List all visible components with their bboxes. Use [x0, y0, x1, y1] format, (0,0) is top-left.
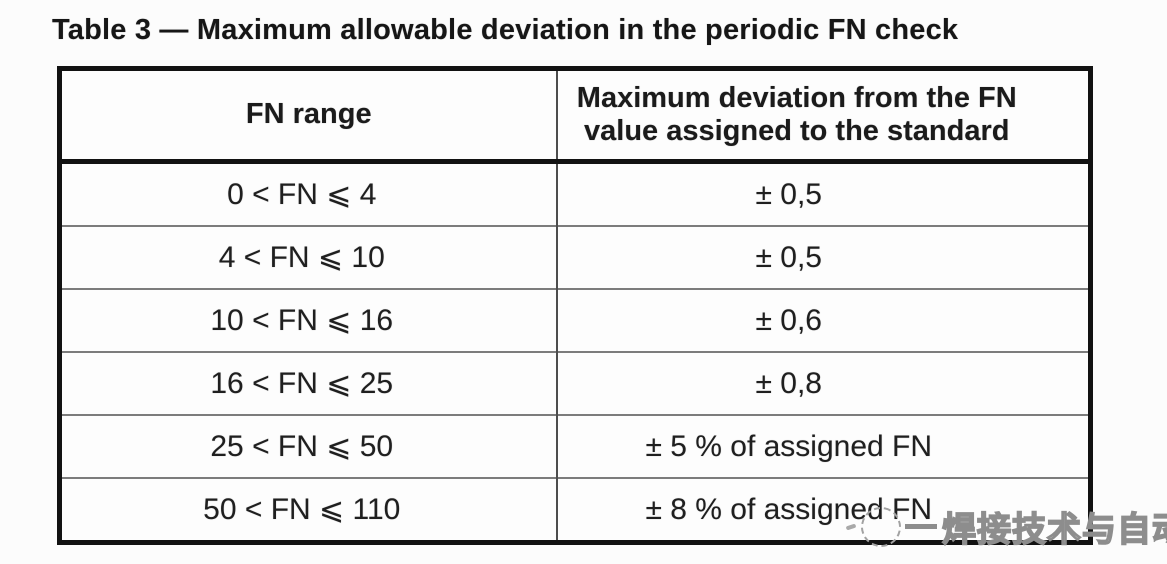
fn-range-cell: 4 < FN ⩽ 10 — [59, 225, 557, 289]
table-header-row: FN range Maximum deviation from the FN v… — [59, 68, 1091, 164]
table-row: 0 < FN ⩽ 4 ± 0,5 — [60, 161, 1091, 226]
table-row: 4 < FN ⩽ 10 ± 0,5 — [59, 225, 1091, 289]
column-header-fn-range: FN range — [59, 68, 557, 164]
fn-range-cell: 25 < FN ⩽ 50 — [59, 414, 557, 478]
column-header-max-deviation: Maximum deviation from the FN value assi… — [555, 68, 1091, 164]
table-row: 50 < FN ⩽ 110 ± 8 % of assigned FN — [59, 477, 1091, 543]
deviation-cell: ± 0,5 — [555, 225, 1091, 289]
deviation-cell: ± 0,5 — [555, 161, 1091, 226]
deviation-cell: ± 8 % of assigned FN — [555, 477, 1091, 543]
table-row: 16 < FN ⩽ 25 ± 0,8 — [59, 351, 1091, 415]
deviation-cell: ± 0,8 — [555, 351, 1091, 415]
deviation-cell: ± 5 % of assigned FN — [555, 414, 1091, 478]
table-row: 25 < FN ⩽ 50 ± 5 % of assigned FN — [59, 414, 1091, 478]
table-row: 10 < FN ⩽ 16 ± 0,6 — [59, 288, 1091, 352]
fn-range-cell: 16 < FN ⩽ 25 — [59, 351, 557, 415]
fn-range-cell: 10 < FN ⩽ 16 — [59, 288, 557, 352]
fn-range-cell: 0 < FN ⩽ 4 — [227, 178, 377, 211]
table-caption: Table 3 — Maximum allowable deviation in… — [52, 14, 959, 46]
fn-deviation-table: FN range Maximum deviation from the FN v… — [57, 66, 1093, 545]
fn-range-cell: 50 < FN ⩽ 110 — [59, 477, 557, 543]
deviation-cell: ± 0,6 — [555, 288, 1091, 352]
